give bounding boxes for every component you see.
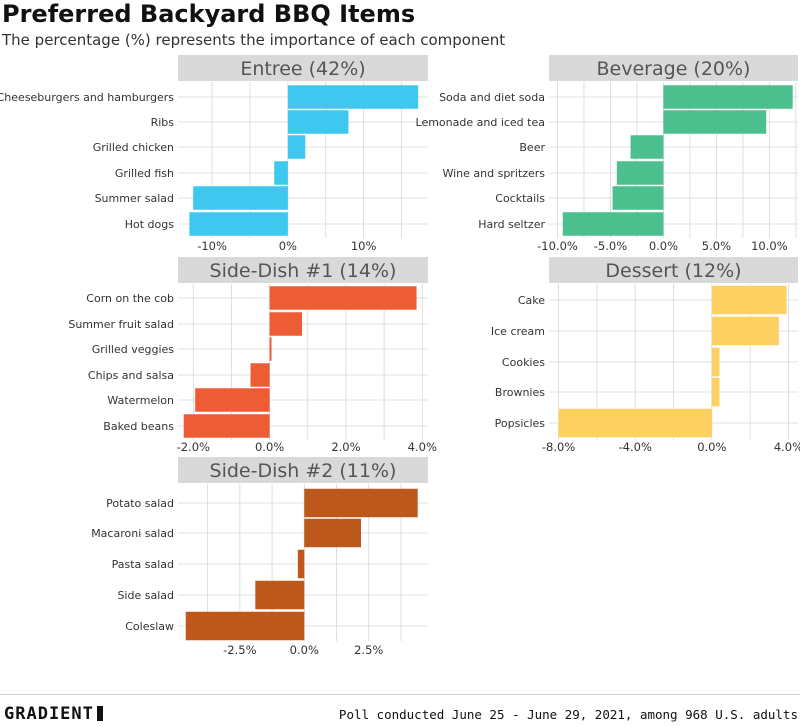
- bar: [711, 316, 779, 346]
- logo-block-icon: [96, 706, 103, 721]
- category-label: Wine and spritzers: [442, 167, 545, 180]
- panel-header: [549, 257, 798, 283]
- category-label: Ice cream: [491, 325, 545, 338]
- category-label: Chips and salsa: [88, 369, 174, 382]
- gradient-logo: GRADIENT: [4, 704, 103, 724]
- tick-label: 5.0%: [702, 239, 731, 253]
- footer-divider: [0, 694, 800, 695]
- tick-label: -2.5%: [223, 643, 256, 657]
- category-label: Corn on the cob: [86, 292, 174, 305]
- category-label: Cheeseburgers and hamburgers: [0, 91, 174, 104]
- tick-label: 4.0%: [774, 440, 800, 454]
- bar: [616, 161, 664, 185]
- bar: [269, 312, 303, 336]
- category-label: Grilled fish: [115, 167, 174, 180]
- panel-4: Side-Dish #2 (11%) Potato salad Macaroni s…: [91, 457, 428, 657]
- bar: [287, 135, 306, 159]
- logo-text: GRADIENT: [4, 704, 94, 724]
- category-label: Watermelon: [107, 394, 174, 407]
- panel-0: Entree (42%) Cheeseburgers and hamburgers…: [0, 55, 428, 253]
- tick-label: -10%: [197, 239, 227, 253]
- panel-title: Side-Dish #2 (11%): [210, 460, 397, 482]
- tick-label: 10%: [351, 239, 377, 253]
- panel-header: [178, 457, 428, 483]
- category-label: Baked beans: [103, 420, 174, 433]
- bar: [711, 377, 720, 407]
- category-label: Popsicles: [495, 417, 546, 430]
- category-label: Soda and diet soda: [439, 91, 545, 104]
- bar: [274, 161, 288, 185]
- bar: [304, 518, 361, 548]
- panel-title: Side-Dish #1 (14%): [210, 260, 397, 282]
- tick-label: -10.0%: [537, 239, 578, 253]
- category-label: Pasta salad: [112, 558, 174, 571]
- bar: [189, 212, 288, 236]
- category-label: Summer salad: [95, 192, 174, 205]
- tick-label: 0.0%: [290, 643, 319, 657]
- category-label: Cake: [518, 294, 545, 307]
- category-label: Cookies: [502, 356, 545, 369]
- tick-label: -2.0%: [177, 440, 210, 454]
- bar: [562, 212, 664, 236]
- panel-1: Beverage (20%) Soda and diet soda Lemonade…: [416, 55, 798, 253]
- bar: [297, 549, 305, 579]
- bar: [711, 347, 720, 377]
- bar: [612, 186, 664, 210]
- bar: [287, 85, 419, 109]
- panel-header: [178, 257, 428, 283]
- tick-label: 2.5%: [354, 643, 383, 657]
- bar: [663, 110, 767, 134]
- tick-label: 0.0%: [697, 440, 726, 454]
- tick-label: 0.0%: [649, 239, 678, 253]
- category-label: Grilled chicken: [93, 141, 174, 154]
- bar: [185, 611, 305, 641]
- category-label: Brownies: [495, 386, 545, 399]
- bar: [269, 337, 272, 361]
- panel-title: Dessert (12%): [605, 260, 741, 282]
- tick-label: 4.0%: [408, 440, 437, 454]
- panel-title: Entree (42%): [240, 58, 365, 80]
- category-label: Macaroni salad: [91, 527, 174, 540]
- bar: [250, 363, 270, 387]
- chart-title: Preferred Backyard BBQ Items: [2, 0, 416, 28]
- category-label: Side salad: [117, 589, 174, 602]
- category-label: Potato salad: [106, 497, 174, 510]
- category-label: Ribs: [151, 116, 175, 129]
- panel-2: Side-Dish #1 (14%) Corn on the cob Summer …: [68, 257, 437, 454]
- bar: [195, 388, 270, 412]
- bar: [193, 186, 288, 210]
- bar: [711, 285, 787, 315]
- chart-area: Entree (42%) Cheeseburgers and hamburgers…: [0, 55, 800, 657]
- bar: [269, 286, 417, 310]
- category-label: Grilled veggies: [92, 343, 175, 356]
- tick-label: 0%: [279, 239, 297, 253]
- panel-header: [178, 55, 428, 81]
- bar: [304, 488, 418, 518]
- category-label: Hot dogs: [125, 218, 175, 231]
- category-label: Hard seltzer: [478, 218, 545, 231]
- tick-label: 10.0%: [751, 239, 788, 253]
- tick-label: 2.0%: [331, 440, 360, 454]
- bar: [630, 135, 664, 159]
- category-label: Summer fruit salad: [68, 318, 174, 331]
- chart-subtitle: The percentage (%) represents the import…: [2, 31, 506, 49]
- tick-label: -8.0%: [542, 440, 575, 454]
- panel-header: [549, 55, 798, 81]
- source-note: Poll conducted June 25 - June 29, 2021, …: [338, 707, 798, 722]
- bar: [255, 580, 305, 610]
- category-label: Cocktails: [495, 192, 545, 205]
- category-label: Beer: [519, 141, 545, 154]
- tick-label: -4.0%: [619, 440, 652, 454]
- bar: [558, 408, 712, 438]
- category-label: Coleslaw: [125, 620, 174, 633]
- panel-title: Beverage (20%): [597, 58, 751, 80]
- category-label: Lemonade and iced tea: [416, 116, 545, 129]
- bar: [663, 85, 793, 109]
- tick-label: -5.0%: [594, 239, 627, 253]
- bar: [287, 110, 349, 134]
- panel-3: Dessert (12%) Cake Ice cream Cookies Brownie…: [491, 257, 800, 454]
- tick-label: 0.0%: [255, 440, 284, 454]
- bar: [183, 414, 270, 438]
